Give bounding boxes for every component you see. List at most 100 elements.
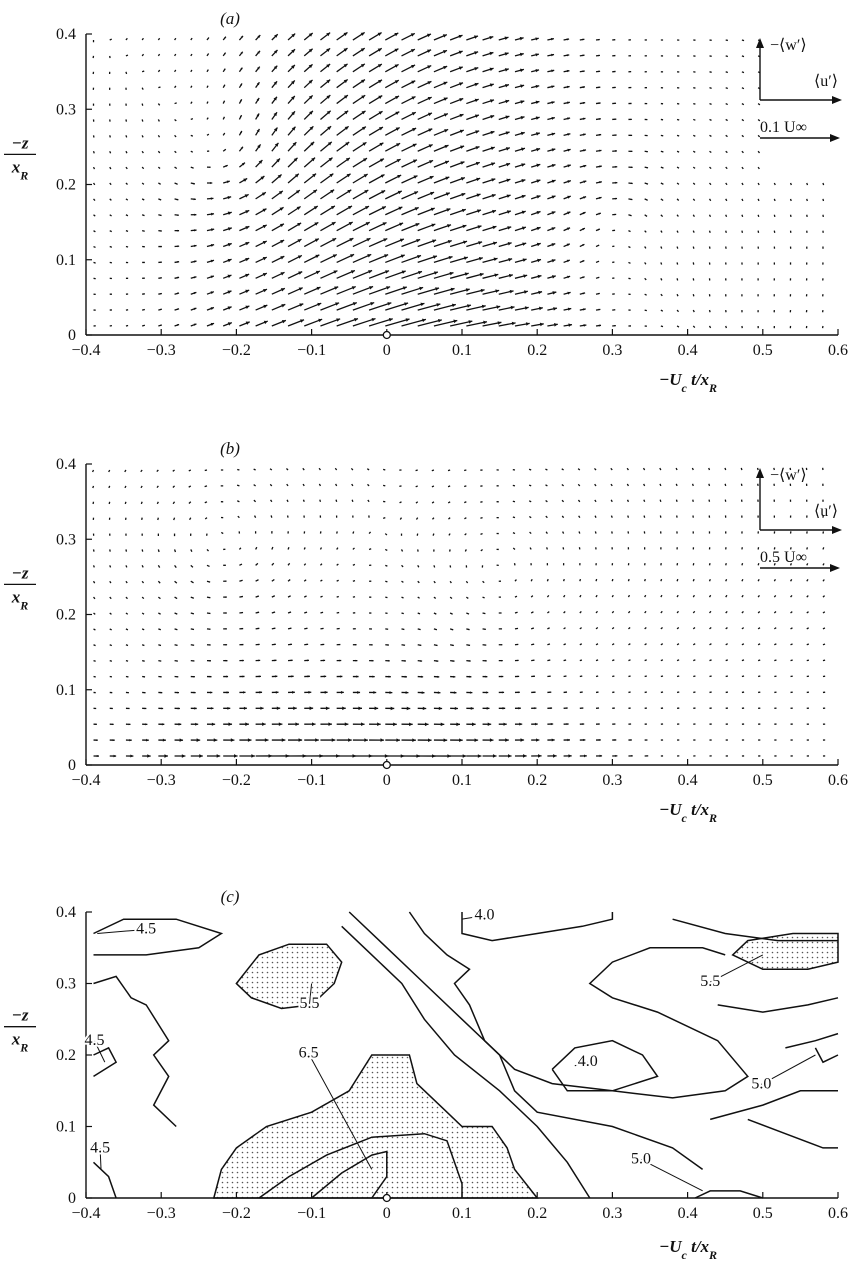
vector-arrow [93, 739, 98, 742]
vector-arrow [465, 565, 468, 568]
vector-arrow [401, 32, 416, 41]
vector-arrow [450, 738, 463, 742]
vector-arrow [93, 723, 97, 725]
vector-arrow [302, 499, 305, 503]
vector-arrow [643, 531, 646, 534]
vector-arrow [774, 643, 777, 646]
vector-arrow [822, 278, 824, 281]
vector-arrow [757, 278, 759, 281]
contour-label: 5.0 [751, 1075, 771, 1092]
vector-arrow [141, 533, 143, 536]
panel-b: −⟨w′⟩ ⟨u′⟩ 0.5 U∞ −0.4 −0.3 −0.2 −0.1 0 0.1 0.2 0… [0, 430, 855, 830]
vector-arrow [158, 308, 163, 311]
vector-arrow [352, 531, 355, 534]
vector-arrow [709, 610, 712, 614]
x-axis-label: −Uc t/xR [659, 800, 717, 825]
vector-arrow [531, 691, 536, 694]
vector-arrow [708, 198, 712, 202]
vector-arrow [741, 610, 744, 614]
vector-arrow [563, 754, 572, 758]
x-tick-label: −0.3 [147, 1205, 176, 1222]
vector-arrow [579, 101, 586, 105]
vector-arrow [466, 98, 479, 105]
vector-arrow [157, 37, 161, 41]
vector-arrow [741, 643, 745, 646]
vector-arrow [125, 754, 134, 758]
vector-arrow [125, 675, 129, 678]
vector-arrow [125, 277, 129, 279]
vector-arrow [531, 659, 535, 662]
vector-arrow [514, 274, 528, 279]
vector-arrow [496, 532, 499, 535]
vector-arrow [577, 468, 581, 471]
vector-arrow [303, 32, 314, 41]
vector-arrow [401, 659, 406, 662]
vector-arrow [125, 150, 128, 154]
vector-arrow [480, 501, 483, 503]
vector-arrow [190, 596, 195, 599]
vector-arrow [417, 754, 436, 758]
vector-arrow [190, 307, 197, 311]
vector-arrow [287, 611, 292, 614]
vector-arrow [303, 563, 307, 566]
panel-a-arrows [92, 31, 825, 329]
vector-arrow [239, 579, 243, 582]
vector-arrow [93, 214, 96, 217]
vector-arrow [352, 63, 366, 73]
vector-arrow [433, 644, 438, 647]
vector-arrow [612, 261, 615, 264]
vector-arrow [174, 675, 179, 678]
vector-arrow [660, 643, 664, 646]
vector-arrow [757, 310, 759, 313]
vector-arrow [449, 320, 473, 327]
vector-arrow [498, 52, 509, 57]
contour-leader [710, 954, 764, 983]
vector-arrow [271, 65, 278, 73]
vector-arrow [158, 660, 162, 662]
panel-a-texts: −0.4 −0.3 −0.2 −0.1 0 0.1 0.2 0.3 0.4 0.5 0.600.10… [4, 9, 848, 395]
vector-arrow [677, 755, 680, 757]
vector-arrow [108, 469, 111, 473]
vector-arrow [773, 531, 776, 534]
vector-arrow [172, 501, 176, 505]
vector-arrow [579, 324, 587, 327]
vector-arrow [595, 70, 601, 73]
vector-arrow [498, 273, 513, 279]
vector-arrow [528, 468, 532, 471]
vector-arrow [514, 290, 528, 295]
vector-arrow [320, 110, 332, 120]
vector-arrow [92, 485, 95, 489]
vector-arrow [255, 208, 267, 216]
vector-arrow [157, 103, 161, 106]
vector-arrow [335, 515, 338, 518]
vector-arrow [563, 323, 573, 327]
vector-arrow [92, 517, 95, 520]
vector-arrow [498, 210, 512, 216]
vector-arrow [547, 53, 555, 57]
vector-arrow [385, 548, 388, 552]
vector-arrow [142, 723, 148, 726]
vector-arrow [464, 517, 467, 520]
vector-arrow [109, 166, 112, 170]
vector-arrow [612, 293, 615, 295]
vector-arrow [417, 612, 421, 615]
vector-arrow [545, 499, 548, 503]
vector-arrow [708, 547, 711, 550]
vector-arrow [401, 596, 404, 599]
vector-arrow [644, 182, 649, 185]
y-tick-label: 0.3 [56, 101, 76, 118]
vector-arrow [466, 612, 470, 615]
vector-arrow [352, 563, 356, 566]
vector-arrow [676, 643, 680, 646]
vector-arrow [547, 116, 555, 121]
vector-arrow [109, 214, 112, 217]
vector-arrow [579, 54, 585, 57]
vector-arrow [805, 294, 808, 297]
vector-arrow [125, 198, 129, 201]
vector-arrow [725, 87, 728, 90]
vector-arrow [693, 134, 696, 137]
vector-arrow [174, 722, 182, 726]
vector-arrow [466, 660, 471, 662]
vector-arrow [512, 532, 516, 535]
vector-arrow [385, 302, 409, 311]
